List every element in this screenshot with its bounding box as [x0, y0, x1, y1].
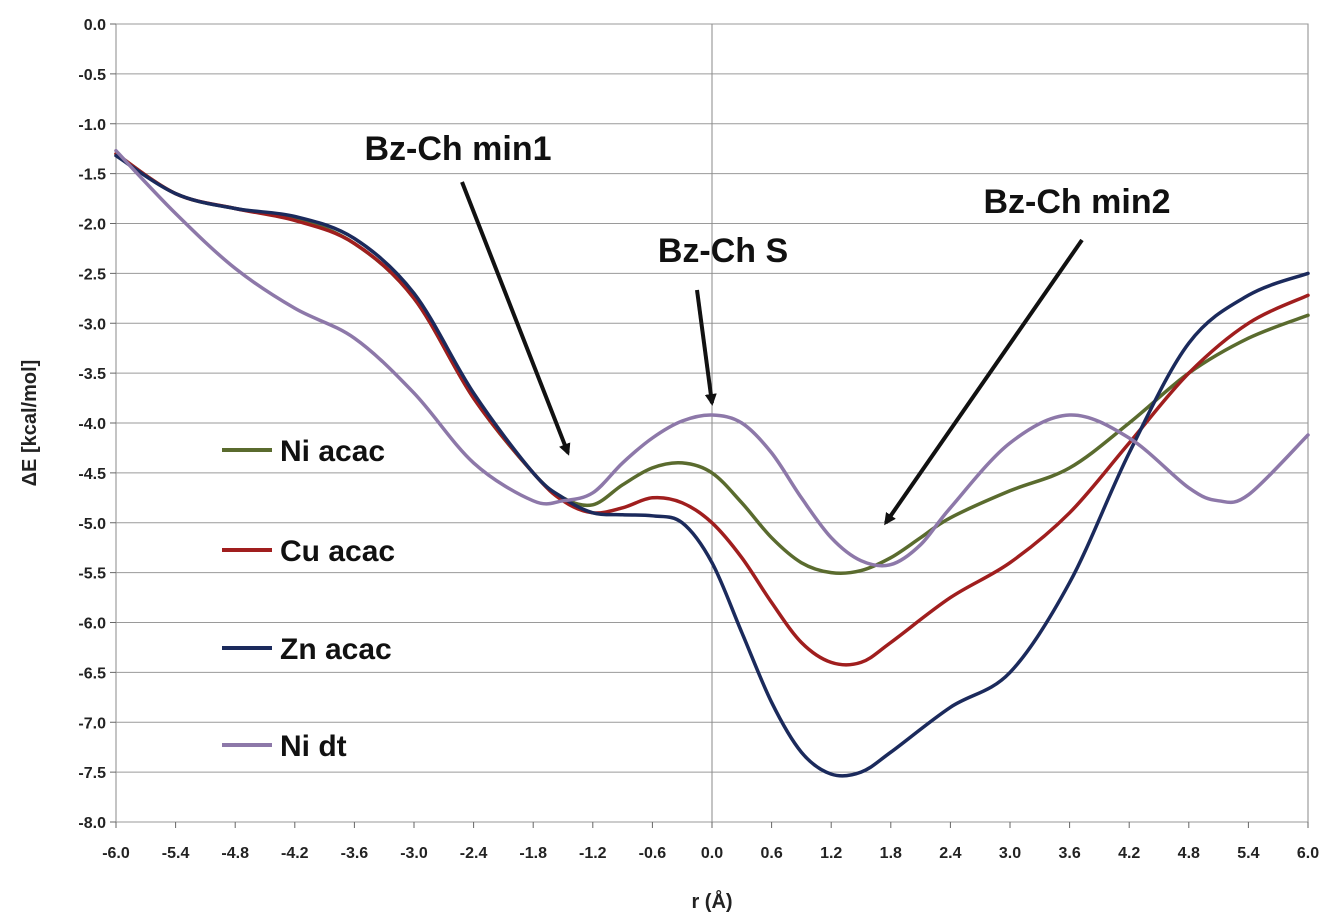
series-lines [114, 148, 1310, 778]
x-tick-label: -1.8 [519, 845, 547, 862]
x-tick-label: -4.2 [281, 845, 309, 862]
annotation-label: Bz-Ch S [658, 232, 788, 270]
y-tick-label: -1.0 [78, 117, 106, 134]
y-tick-label: -5.5 [78, 566, 106, 583]
x-axis-title: r (Å) [691, 889, 732, 913]
annotation-label: Bz-Ch min1 [365, 130, 552, 168]
x-tick-label: 2.4 [939, 845, 961, 862]
y-tick-label: -3.5 [78, 366, 106, 383]
series-line-zn-acac [114, 153, 1310, 778]
series-line-cu-acac [114, 151, 1310, 667]
x-tick-label: 1.2 [820, 845, 842, 862]
x-tick-label: -5.4 [162, 845, 190, 862]
y-tick-label: -2.5 [78, 266, 106, 283]
y-axis-ticks: 0.0 -0.5 -1.0 -1.5 -2.0 -2.5 -3.0 -3.5 -4.0 -4.5 -… [78, 17, 116, 832]
x-tick-label: 3.0 [999, 845, 1021, 862]
legend-label-ni-acac: Ni acac [280, 435, 385, 468]
y-tick-label: -0.5 [78, 67, 106, 84]
x-tick-label: 0.6 [760, 845, 782, 862]
x-tick-label: 1.8 [880, 845, 902, 862]
annotation-arrow [695, 289, 717, 407]
y-axis-title: ΔE [kcal/mol] [19, 360, 41, 487]
x-tick-label: 3.6 [1058, 845, 1080, 862]
x-tick-label: -0.6 [639, 845, 667, 862]
y-tick-label: -4.5 [78, 466, 106, 483]
annotation-label: Bz-Ch min2 [984, 183, 1171, 221]
y-tick-label: -6.0 [78, 616, 106, 633]
y-tick-label: -6.5 [78, 665, 106, 682]
x-tick-label: 4.8 [1178, 845, 1200, 862]
y-tick-label: -4.0 [78, 416, 106, 433]
y-tick-label: 0.0 [84, 17, 106, 34]
x-tick-label: 4.2 [1118, 845, 1140, 862]
y-tick-label: -8.0 [78, 815, 106, 832]
y-tick-label: -1.5 [78, 167, 106, 184]
x-tick-label: -4.8 [221, 845, 249, 862]
legend-label-zn-acac: Zn acac [280, 633, 392, 666]
y-tick-label: -7.0 [78, 715, 106, 732]
legend-label-cu-acac: Cu acac [280, 535, 395, 568]
legend: Ni acac Cu acac Zn acac Ni dt [222, 435, 395, 763]
annotation-arrow [460, 181, 571, 456]
legend-label-ni-dt: Ni dt [280, 730, 347, 763]
x-tick-label: 0.0 [701, 845, 723, 862]
y-tick-label: -7.5 [78, 765, 106, 782]
x-tick-label: -1.2 [579, 845, 607, 862]
x-tick-label: 6.0 [1297, 845, 1319, 862]
annotation-arrow [884, 238, 1084, 526]
x-tick-label: -6.0 [102, 845, 130, 862]
y-tick-label: -2.0 [78, 217, 106, 234]
x-tick-label: -2.4 [460, 845, 488, 862]
x-tick-label: -3.0 [400, 845, 428, 862]
series-line-ni-dt [114, 148, 1310, 568]
x-axis-ticks: -6.0 -5.4 -4.8 -4.2 -3.6 -3.0 -2.4 -1.8 -1.2 -0.6… [102, 822, 1319, 862]
x-tick-label: -3.6 [341, 845, 369, 862]
annotations: Bz-Ch min1 Bz-Ch S Bz-Ch min2 [365, 130, 1171, 526]
y-tick-label: -5.0 [78, 516, 106, 533]
y-tick-label: -3.0 [78, 316, 106, 333]
x-tick-label: 5.4 [1237, 845, 1259, 862]
